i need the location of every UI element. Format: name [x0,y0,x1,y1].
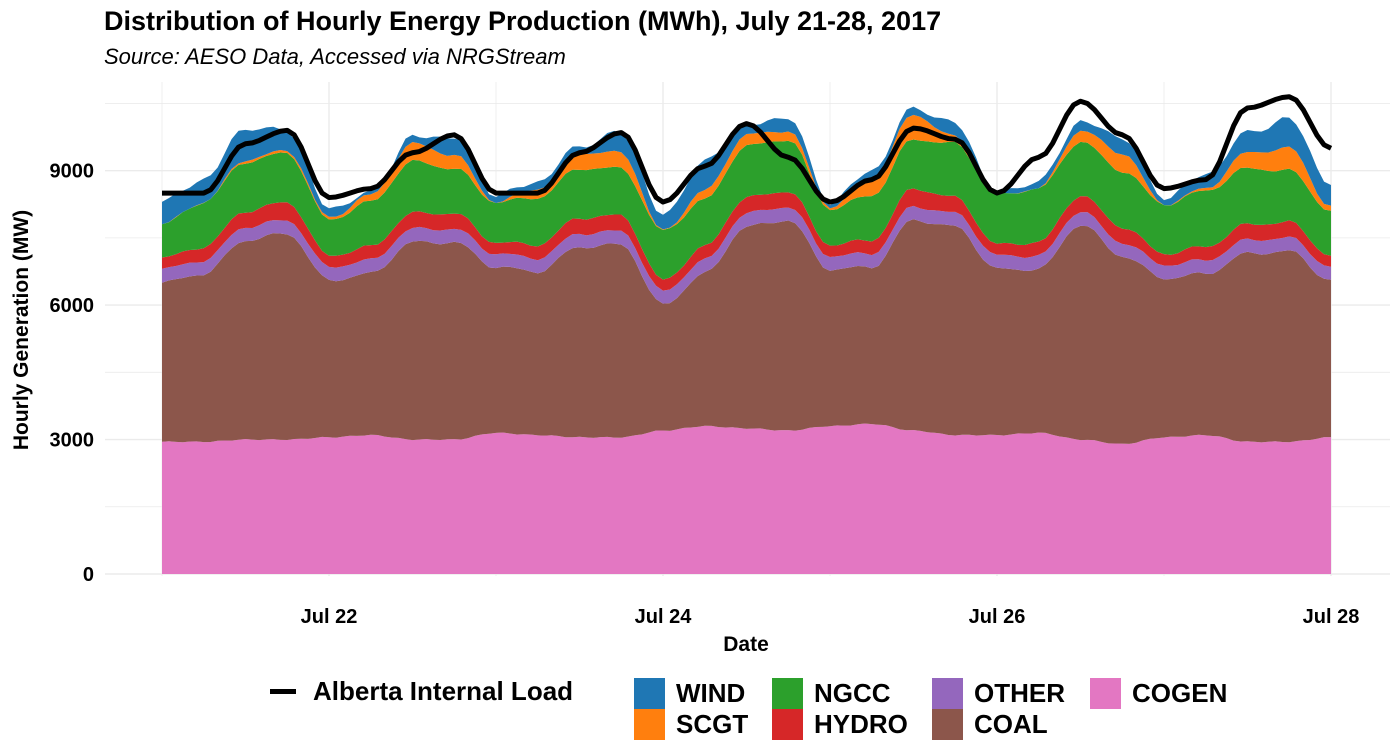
area-ngcc [162,139,1331,280]
load-line-layer [162,94,1333,205]
x-tick-label: Jul 24 [635,606,693,628]
area-wind [162,106,1331,230]
chart-subtitle: Source: AESO Data, Accessed via NRGStrea… [104,44,566,69]
y-axis-title: Hourly Generation (MW) [10,210,33,450]
stacked-areas [162,106,1331,574]
area-hydro [162,188,1331,291]
area-coal [162,219,1331,444]
chart-title: Distribution of Hourly Energy Production… [104,6,942,36]
y-tick-label: 3000 [50,430,95,452]
area-scgt [162,114,1331,230]
load-line [162,94,1333,205]
y-tick-label: 9000 [50,161,95,183]
area-cogen [162,423,1331,574]
x-tick-label: Jul 22 [301,606,358,628]
x-tick-label: Jul 28 [1303,606,1360,628]
x-axis-title: Date [723,633,769,656]
x-tick-label: Jul 26 [969,606,1026,628]
tick-labels: 0 3000 6000 9000 Jul 22 Jul 24 Jul 26 Jul 28 [50,161,1360,628]
y-tick-label: 0 [83,564,94,586]
y-tick-label: 6000 [50,295,95,317]
area-other [162,205,1331,304]
